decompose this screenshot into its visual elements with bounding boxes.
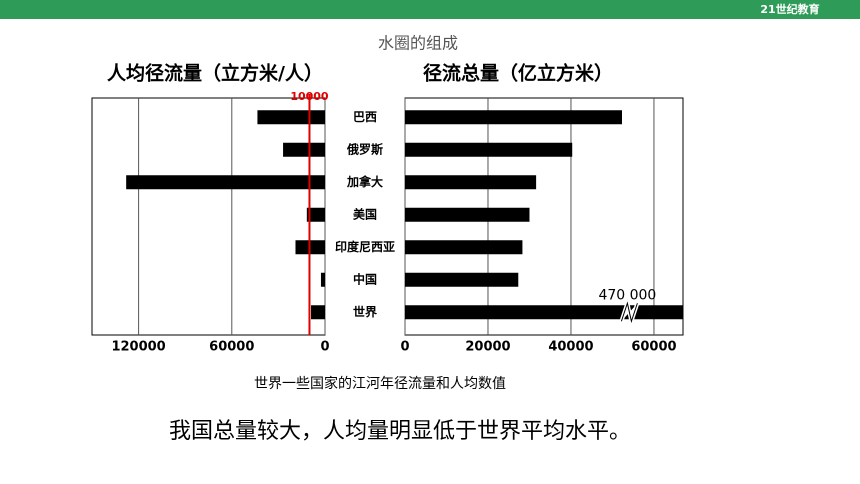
- axis-break: [620, 301, 638, 324]
- category-label: 美国: [353, 206, 377, 221]
- bar: [126, 175, 325, 190]
- chart-title: 径流总量（亿立方米）: [423, 62, 613, 85]
- caption: 世界一些国家的江河年径流量和人均数值: [254, 375, 506, 392]
- bar: [405, 305, 683, 320]
- value-label: 470 000: [598, 287, 656, 303]
- bar: [311, 305, 325, 320]
- bar: [405, 240, 523, 255]
- category-label: 世界: [353, 304, 377, 319]
- category-label: 中国: [353, 271, 377, 286]
- category-label: 巴西: [353, 110, 377, 124]
- x-tick-label: 20000: [465, 340, 510, 355]
- chart-title: 人均径流量（立方米/人）: [107, 62, 323, 85]
- top-bar: [0, 0, 860, 19]
- bar: [405, 110, 623, 125]
- x-tick-label: 0: [400, 340, 409, 355]
- conclusion: 我国总量较大，人均量明显低于世界平均水平。: [169, 419, 631, 444]
- x-tick-label: 60000: [631, 340, 676, 355]
- slide-title: 水圈的组成: [378, 34, 458, 53]
- bar: [405, 272, 519, 287]
- bar: [405, 142, 573, 157]
- logo: 21世纪教育: [760, 2, 819, 16]
- bar: [320, 272, 325, 287]
- bar: [257, 110, 325, 125]
- category-label: 印度尼西亚: [335, 239, 395, 254]
- x-tick-label: 120000: [111, 340, 165, 355]
- x-tick-label: 60000: [209, 340, 254, 355]
- category-label: 加拿大: [346, 174, 383, 189]
- bar: [283, 142, 325, 157]
- reference-label: 10000: [290, 90, 329, 103]
- bar: [405, 207, 530, 222]
- x-tick-label: 40000: [548, 340, 593, 355]
- category-label: 俄罗斯: [346, 141, 383, 156]
- x-tick-label: 0: [320, 340, 329, 355]
- bar: [306, 207, 325, 222]
- bar: [405, 175, 537, 190]
